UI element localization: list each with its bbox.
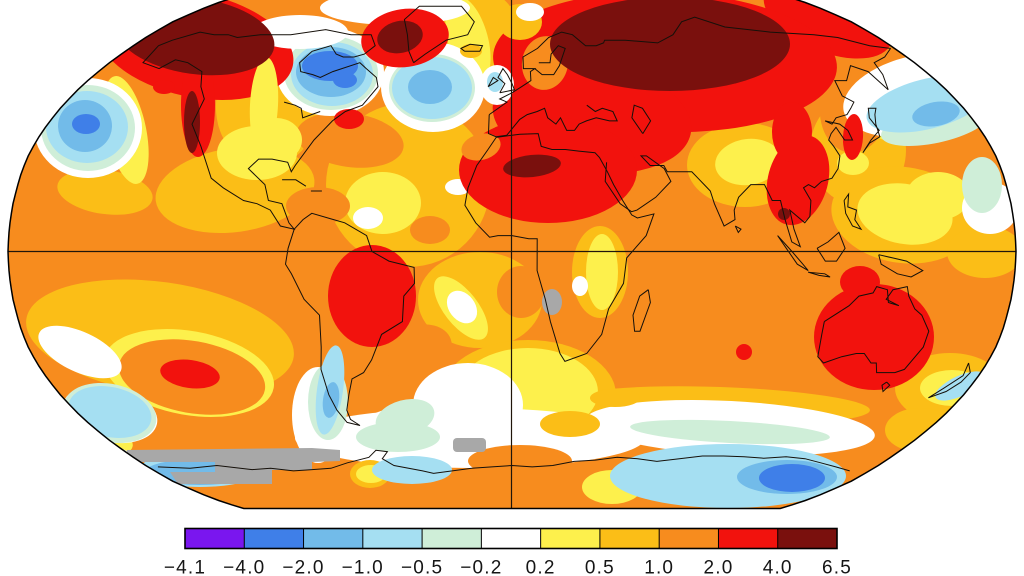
svg-text:−0.5: −0.5 — [401, 558, 443, 576]
svg-text:−2.0: −2.0 — [282, 558, 324, 576]
svg-text:2.0: 2.0 — [703, 558, 733, 576]
svg-text:1.0: 1.0 — [644, 558, 674, 576]
svg-text:−1.0: −1.0 — [342, 558, 384, 576]
svg-text:6.5: 6.5 — [822, 558, 852, 576]
svg-text:−4.1: −4.1 — [164, 558, 206, 576]
svg-text:4.0: 4.0 — [763, 558, 793, 576]
svg-text:−0.2: −0.2 — [460, 558, 502, 576]
svg-text:−4.0: −4.0 — [223, 558, 265, 576]
svg-text:0.2: 0.2 — [526, 558, 556, 576]
svg-text:0.5: 0.5 — [585, 558, 615, 576]
